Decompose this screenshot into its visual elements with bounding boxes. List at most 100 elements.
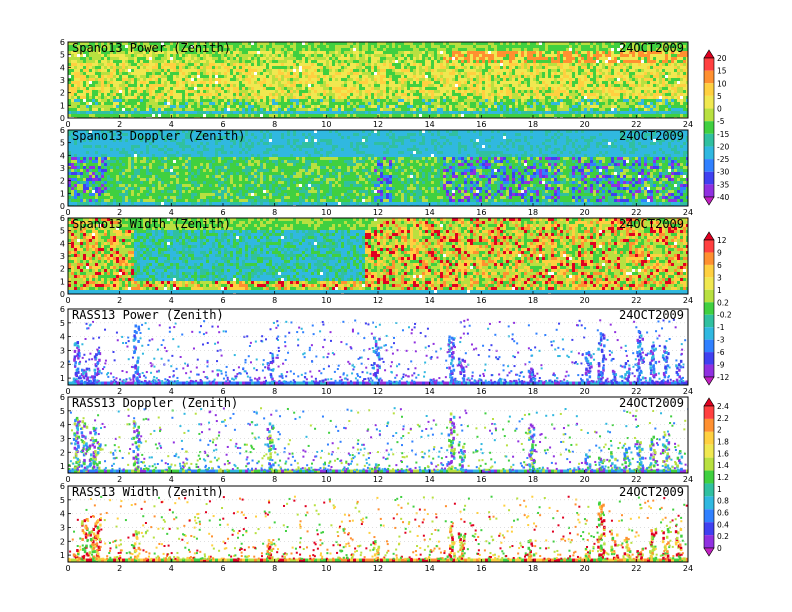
colorbar-tick-label: -30 bbox=[717, 168, 729, 177]
heatmap-field bbox=[68, 42, 688, 118]
colorbar-power: 20 15 10 5 0 -5 -15 -20 -25 -30 -35 -40 bbox=[703, 49, 729, 206]
x-tick-label: 4 bbox=[169, 564, 174, 573]
y-tick-label: 2 bbox=[60, 537, 65, 546]
x-tick-label: 22 bbox=[631, 564, 641, 573]
x-tick-label: 20 bbox=[580, 296, 590, 305]
panel-title: Spano13 Doppler (Zenith) bbox=[72, 129, 245, 143]
heatmap-field bbox=[68, 318, 688, 385]
x-tick-label: 6 bbox=[220, 564, 225, 573]
x-tick-label: 12 bbox=[373, 387, 383, 396]
y-tick-label: 3 bbox=[60, 523, 65, 532]
x-tick-label: 2 bbox=[117, 296, 122, 305]
x-tick-label: 20 bbox=[580, 564, 590, 573]
x-tick-label: 6 bbox=[220, 387, 225, 396]
x-tick-label: 8 bbox=[272, 296, 277, 305]
colorbar-tick-label: 0.2 bbox=[717, 532, 729, 541]
x-tick-label: 24 bbox=[683, 387, 693, 396]
x-tick-label: 0 bbox=[65, 120, 70, 129]
colorbar-tick-label: 0.8 bbox=[717, 497, 729, 506]
colorbar-rass: 2.4 2.2 2 1.8 1.6 1.4 1.2 1 0.8 0.6 0.4 0.2 0 bbox=[703, 397, 729, 557]
x-tick-label: 4 bbox=[169, 387, 174, 396]
y-tick-label: 6 bbox=[60, 214, 65, 223]
y-tick-label: 3 bbox=[60, 346, 65, 355]
x-tick-label: 22 bbox=[631, 387, 641, 396]
heatmap-field bbox=[68, 130, 688, 206]
y-tick-label: 1 bbox=[60, 101, 65, 110]
colorbar-tick-label: 1 bbox=[717, 485, 722, 494]
x-tick-label: 10 bbox=[321, 208, 331, 217]
x-tick-label: 22 bbox=[631, 475, 641, 484]
y-tick-label: 2 bbox=[60, 89, 65, 98]
y-tick-label: 4 bbox=[60, 63, 65, 72]
x-tick-label: 14 bbox=[425, 475, 435, 484]
x-tick-label: 12 bbox=[373, 564, 383, 573]
colorbar-tick-label: -3 bbox=[717, 336, 725, 345]
x-tick-label: 4 bbox=[169, 296, 174, 305]
x-tick-label: 22 bbox=[631, 296, 641, 305]
y-tick-label: 6 bbox=[60, 38, 65, 47]
x-tick-label: 6 bbox=[220, 475, 225, 484]
panel-date: 24OCT2009 bbox=[619, 308, 684, 322]
colorbar-tick-label: -6 bbox=[717, 348, 725, 357]
x-tick-label: 16 bbox=[476, 564, 486, 573]
y-tick-label: 4 bbox=[60, 333, 65, 342]
x-tick-label: 24 bbox=[683, 208, 693, 217]
x-tick-label: 14 bbox=[425, 208, 435, 217]
x-tick-label: 0 bbox=[65, 208, 70, 217]
x-tick-label: 22 bbox=[631, 208, 641, 217]
y-tick-label: 3 bbox=[60, 252, 65, 261]
x-tick-label: 8 bbox=[272, 120, 277, 129]
y-tick-label: 3 bbox=[60, 164, 65, 173]
x-tick-label: 24 bbox=[683, 475, 693, 484]
x-tick-label: 18 bbox=[528, 120, 538, 129]
y-tick-label: 1 bbox=[60, 189, 65, 198]
heatmap-field bbox=[68, 495, 688, 562]
x-tick-label: 2 bbox=[117, 387, 122, 396]
x-tick-label: 0 bbox=[65, 296, 70, 305]
y-tick-label: 6 bbox=[60, 482, 65, 491]
colorbar-tick-label: -15 bbox=[717, 130, 729, 139]
x-tick-label: 0 bbox=[65, 475, 70, 484]
colorbar-width: 12 9 6 3 1 0.2 -0.2 -1 -3 -6 -9 -12 bbox=[703, 231, 732, 386]
y-tick-label: 4 bbox=[60, 239, 65, 248]
x-tick-label: 8 bbox=[272, 387, 277, 396]
panel-title: Spano13 Power (Zenith) bbox=[72, 41, 231, 55]
colorbar-tick-label: -25 bbox=[717, 155, 729, 164]
y-tick-label: 1 bbox=[60, 374, 65, 383]
x-tick-label: 12 bbox=[373, 296, 383, 305]
x-tick-label: 20 bbox=[580, 208, 590, 217]
y-tick-label: 1 bbox=[60, 462, 65, 471]
x-tick-label: 10 bbox=[321, 120, 331, 129]
x-tick-label: 24 bbox=[683, 296, 693, 305]
colorbar-tick-label: -20 bbox=[717, 142, 729, 151]
x-tick-label: 16 bbox=[476, 475, 486, 484]
x-tick-label: 10 bbox=[321, 475, 331, 484]
x-tick-label: 6 bbox=[220, 120, 225, 129]
colorbar-tick-label: 5 bbox=[717, 92, 722, 101]
colorbar-tick-label: -5 bbox=[717, 117, 725, 126]
x-tick-label: 20 bbox=[580, 120, 590, 129]
panel-date: 24OCT2009 bbox=[619, 396, 684, 410]
y-tick-label: 6 bbox=[60, 393, 65, 402]
panel-title: RASS13 Power (Zenith) bbox=[72, 308, 224, 322]
colorbar-tick-label: 2 bbox=[717, 426, 722, 435]
y-tick-label: 5 bbox=[60, 496, 65, 505]
y-tick-label: 5 bbox=[60, 227, 65, 236]
y-tick-label: 3 bbox=[60, 434, 65, 443]
panel-date: 24OCT2009 bbox=[619, 217, 684, 231]
y-tick-label: 4 bbox=[60, 151, 65, 160]
y-tick-label: 1 bbox=[60, 277, 65, 286]
x-tick-label: 12 bbox=[373, 475, 383, 484]
x-tick-label: 2 bbox=[117, 564, 122, 573]
y-tick-label: 0 bbox=[60, 290, 65, 299]
y-tick-label: 2 bbox=[60, 177, 65, 186]
heatmap-field bbox=[68, 218, 688, 294]
colorbar-tick-label: 1.6 bbox=[717, 449, 729, 458]
x-tick-label: 14 bbox=[425, 120, 435, 129]
